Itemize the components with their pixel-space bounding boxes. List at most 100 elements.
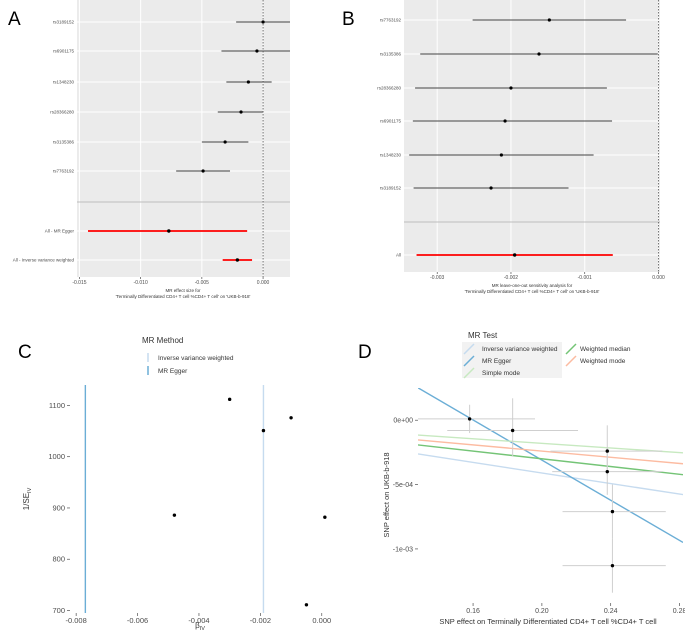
panel-d-line-0 <box>418 453 683 496</box>
panel-c-plot-area <box>70 385 331 613</box>
panel-a-label-rs1348230: rs1348230 <box>53 80 75 85</box>
panel-c-point-0 <box>227 397 232 402</box>
panel-c-funnel-plot: MR Method Inverse variance weighted MR E… <box>22 336 331 632</box>
panel-b-label-rs6901175: rs6901175 <box>380 119 401 124</box>
legend-d-wmode-label: Weighted mode <box>580 358 626 365</box>
legend-d-egger-label: MR Egger <box>482 358 512 365</box>
panel-c-ytick-4: 1100 <box>49 401 65 410</box>
panel-b-label: B <box>342 9 355 30</box>
panel-b-label-rs3189152: rs3189152 <box>380 186 402 191</box>
panel-d-xtick-2: 0.24 <box>604 608 618 615</box>
panel-d-point-1 <box>510 428 515 433</box>
panel-b-point-rs7763192 <box>547 18 551 22</box>
panel-a-label-rs7763192: rs7763192 <box>53 169 75 174</box>
legend-d-simple-swatch <box>463 367 475 379</box>
panel-b-xtick-2: -0.001 <box>578 275 592 281</box>
panel-d-line-1 <box>418 388 683 544</box>
panel-a-summary-point-1 <box>235 258 240 262</box>
legend-d-wmedian-swatch <box>565 343 577 355</box>
panel-a-label: A <box>8 9 21 30</box>
panel-d-point-5 <box>610 563 615 568</box>
panel-d-scatter-plot: MR Test Inverse variance weighted MR Egg… <box>382 331 685 626</box>
panel-a-summary-label-1: All - Inverse variance weighted <box>13 258 75 263</box>
panel-d-point-0 <box>467 417 472 421</box>
panel-c-point-1 <box>289 416 293 420</box>
panel-d-point-4 <box>610 509 615 514</box>
panel-a-point-rs3135386 <box>223 140 227 144</box>
panel-c-point-5 <box>304 603 309 607</box>
panel-c-xtick-4: 0.000 <box>312 616 331 625</box>
panel-d-legend-key-bg <box>462 342 562 378</box>
legend-d-ivw-label: Inverse variance weighted <box>482 346 558 353</box>
panel-a-label-rs3189152: rs3189152 <box>53 20 75 25</box>
panel-d-ytick-1: -5e-04 <box>393 482 413 489</box>
panel-d-xtick-1: 0.20 <box>535 608 549 615</box>
panel-c-ylabel-main: 1/SE <box>22 493 31 510</box>
panel-c-point-2 <box>261 428 266 433</box>
panel-a-xtick-0: -0.015 <box>72 280 86 286</box>
panel-b-point-rs3135386 <box>537 52 541 56</box>
panel-b-xtick-3: 0.000 <box>652 275 665 281</box>
panel-a-point-rs28366280 <box>239 110 243 114</box>
legend-egger-label: MR Egger <box>158 368 188 375</box>
legend-d-egger-swatch <box>463 355 475 367</box>
panel-b-marks: rs7763192 rs3135386 rs28366280 rs6901175 rs1… <box>377 0 665 281</box>
panel-c-xlabel-sub: IV <box>200 626 206 632</box>
panel-d-line-2 <box>418 434 683 454</box>
panel-b-leave-one-out-plot: rs7763192 rs3135386 rs28366280 rs6901175 rs1… <box>377 0 665 294</box>
panel-c-ytick-0: 700 <box>52 606 65 615</box>
panel-c-marks: -0.008 -0.006 -0.004 -0.002 0.000 700 800 900 10… <box>48 385 331 625</box>
panel-a-label-rs28366280: rs28366280 <box>50 110 74 115</box>
panel-a-point-rs7763192 <box>201 169 205 173</box>
panel-b-point-rs28366280 <box>509 86 513 90</box>
panel-b-xlabel-line2: 'Terminally Differentiated CD4+ T cell %… <box>465 289 600 294</box>
panel-a-xtick-2: -0.005 <box>195 280 209 286</box>
panel-c-xtick-1: -0.006 <box>127 616 148 625</box>
panel-a-label-rs6901175: rs6901175 <box>53 49 74 54</box>
panel-c-label: C <box>18 342 32 363</box>
panel-a-xtick-1: -0.010 <box>134 280 148 286</box>
panel-b-label-rs7763192: rs7763192 <box>380 18 402 23</box>
panel-c-xtick-3: -0.002 <box>250 616 271 625</box>
panel-b-xlabel-line1: MR leave-one-out sensitivity analysis fo… <box>492 283 573 288</box>
panel-c-legend-title: MR Method <box>142 336 183 345</box>
panel-c-point-4 <box>323 515 327 519</box>
panel-a-summary-point-0 <box>167 229 171 233</box>
panel-b-point-rs3189152 <box>489 186 493 190</box>
panel-b-label-rs1348230: rs1348230 <box>380 153 402 158</box>
panel-c-xlabel-main: β <box>195 621 200 630</box>
panel-a-xlabel-line1: MR effect size for <box>166 288 201 293</box>
panel-c-point-3 <box>172 513 177 517</box>
panel-a-xlabel-line2: 'Terminally Differentiated CD4+ T cell %… <box>116 294 251 299</box>
panel-d-point-3 <box>605 469 609 474</box>
panel-a-summary-label-0: All - MR Egger <box>45 229 75 234</box>
panel-d-plot-area <box>418 388 683 603</box>
panel-b-xtick-1: -0.002 <box>504 275 518 281</box>
panel-d-xlabel: SNP effect on Terminally Differentiated … <box>439 617 657 626</box>
panel-a-label-rs3135386: rs3135386 <box>53 140 75 145</box>
panel-d-ytick-0: 0e+00 <box>393 418 413 425</box>
panel-c-ylabel-sub: IV <box>27 487 33 493</box>
panel-a-point-rs1348230 <box>246 80 250 84</box>
panel-d-ytick-2: -1e-03 <box>393 546 413 553</box>
panel-a-point-rs6901175 <box>255 49 259 53</box>
panel-c-ytick-2: 900 <box>52 503 65 512</box>
panel-b-label-rs3135386: rs3135386 <box>380 52 402 57</box>
legend-ivw-label: Inverse variance weighted <box>158 355 234 362</box>
panel-a-point-rs3189152 <box>261 20 265 24</box>
panel-b-xtick-0: -0.003 <box>430 275 444 281</box>
legend-d-ivw-swatch <box>463 343 475 355</box>
panel-c-ylabel: 1/SEIV <box>22 487 33 510</box>
panel-d-ylabel: SNP effect on UKB-b-918 <box>382 452 391 537</box>
panel-c-ytick-1: 800 <box>52 555 65 564</box>
panel-c-legend: MR Method Inverse variance weighted MR E… <box>142 336 234 375</box>
panel-b-summary-label-0: All <box>396 253 401 258</box>
panel-b-point-rs6901175 <box>503 119 507 123</box>
panel-d-lines <box>418 388 683 544</box>
panel-b-summary-point-0 <box>512 253 517 257</box>
panel-b-point-rs1348230 <box>499 153 503 157</box>
panel-d-legend-title: MR Test <box>468 331 498 340</box>
panel-d-xtick-0: 0.16 <box>466 608 480 615</box>
legend-d-simple-label: Simple mode <box>482 370 520 377</box>
